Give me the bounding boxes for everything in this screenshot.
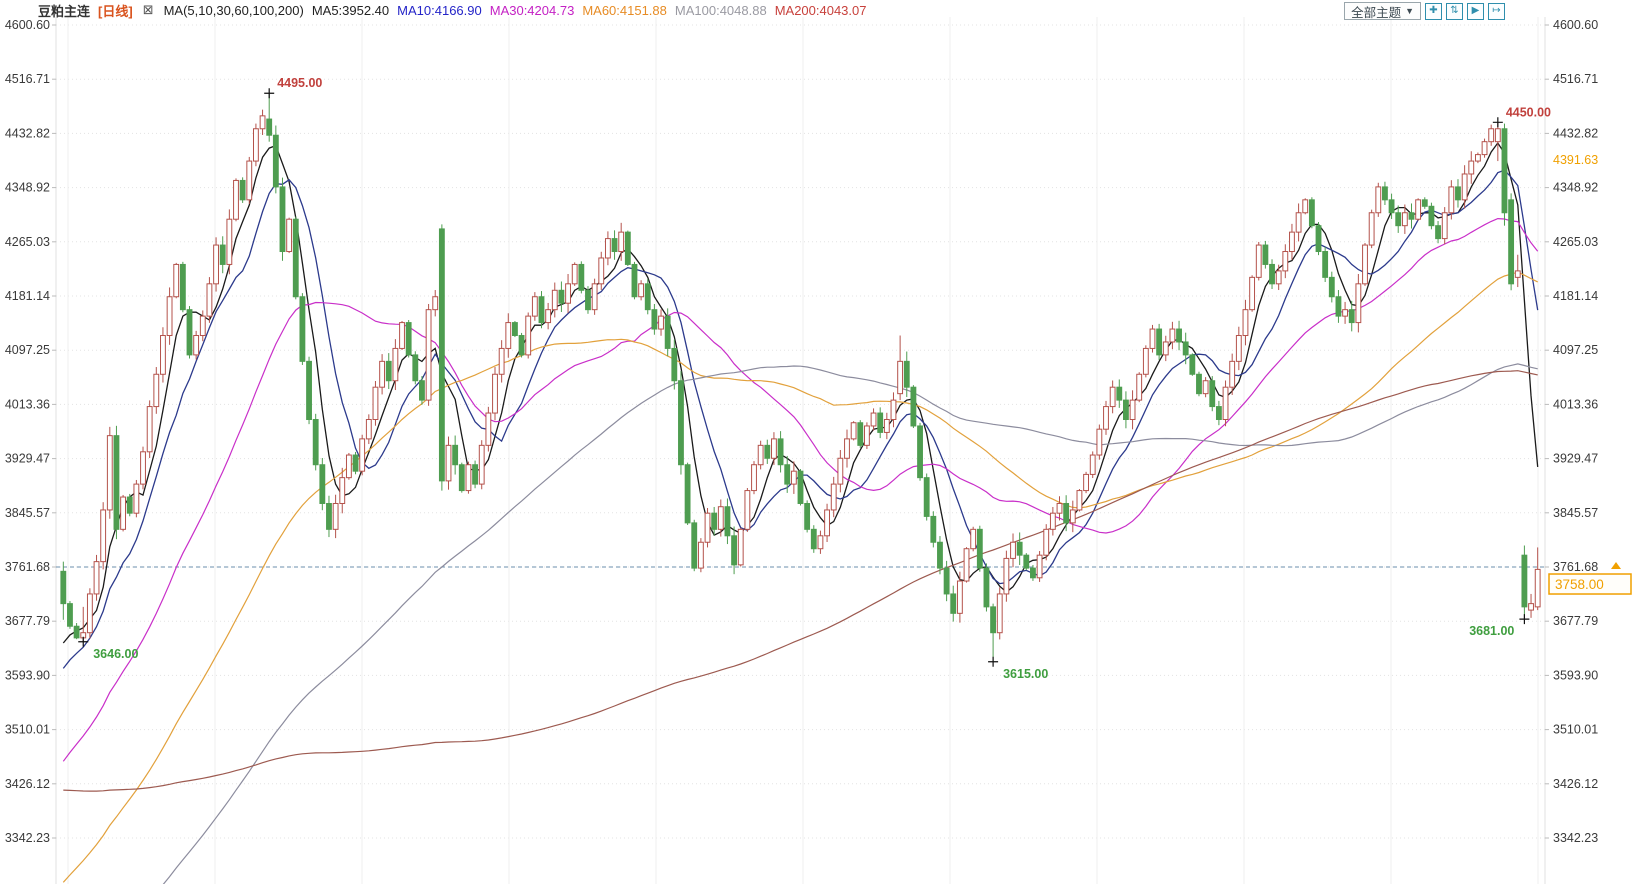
export-icon[interactable]: ↦: [1488, 2, 1505, 20]
y-axis-label-left: 3342.23: [5, 831, 50, 845]
ma10-value-label: MA10:4166.90: [397, 2, 482, 18]
indicator-settings-icon[interactable]: ⊠: [142, 2, 154, 17]
y-axis-label-right: 3593.90: [1553, 668, 1598, 682]
legend-bar: 豆粕主连 [日线] ⊠ MA(5,10,30,60,100,200) MA5:3…: [38, 1, 866, 19]
price-annotations: 4495.00 4450.00 3646.00 3615.00 3681.00: [78, 76, 1551, 681]
price-annotation-label: 4495.00: [277, 76, 322, 90]
price-annotation-label: 3646.00: [93, 647, 138, 661]
y-axis-label-left: 4432.82: [5, 126, 50, 140]
ma-lines: [62, 141, 1539, 884]
y-axis-label-right: 4600.60: [1553, 18, 1598, 32]
y-axis-label-left: 3677.79: [5, 614, 50, 628]
y-axis-label-left: 3426.12: [5, 777, 50, 791]
grid: [55, 17, 1546, 884]
ma60-value-label: MA60:4151.88: [582, 2, 667, 18]
ma200-value-label: MA200:4043.07: [774, 2, 867, 18]
period-label: [日线]: [98, 3, 133, 19]
instrument-title: 豆粕主连: [38, 3, 91, 19]
y-axis-label-right: 4348.92: [1553, 181, 1598, 195]
last-price-box: [1548, 573, 1632, 595]
chart-toolbar: 全部主题 ▼ ✚ ⇅ ▶ ↦: [1344, 2, 1505, 20]
y-axis-label-right: 3845.57: [1553, 506, 1598, 520]
ma5-value-label: MA5:3952.40: [311, 2, 390, 18]
ma-param-header: MA(5,10,30,60,100,200): [163, 2, 304, 18]
y-axis-label-left: 4097.25: [5, 343, 50, 357]
chevron-down-icon: ▼: [1405, 6, 1414, 16]
y-axis-label-left: 3929.47: [5, 452, 50, 466]
y-axis-label-left: 4348.92: [5, 181, 50, 195]
y-axis-label-left: 4516.71: [5, 72, 50, 86]
extreme-cross-marker: [264, 88, 275, 99]
y-axis-label-right: 4097.25: [1553, 343, 1598, 357]
ma30-value-label: MA30:4204.73: [489, 2, 575, 18]
y-axis-label-left: 4265.03: [5, 235, 50, 249]
theme-dropdown-label: 全部主题: [1351, 5, 1402, 20]
ma-line-ma100: [162, 363, 1538, 884]
ma100-value-label: MA100:4048.88: [674, 2, 767, 18]
y-axis-label-right: 3677.79: [1553, 614, 1598, 628]
y-axis-label-right: 4516.71: [1553, 72, 1598, 86]
axis-scale-icon[interactable]: ⇅: [1446, 2, 1463, 20]
y-axis-labels: 4600.60 4600.60 4516.71 4516.71 4432.82 4432.…: [5, 18, 1598, 845]
ma-line-ma200: [63, 370, 1538, 792]
price-up-arrow-icon: [1611, 562, 1621, 570]
y-axis-label-right: 4013.36: [1553, 397, 1598, 411]
price-annotation-label: 3615.00: [1003, 667, 1048, 681]
y-axis-label-right: 4432.82: [1553, 126, 1598, 140]
price-annotation-label: 4450.00: [1506, 105, 1551, 119]
crosshair-icon[interactable]: ✚: [1425, 2, 1442, 20]
play-forward-icon[interactable]: ▶: [1467, 2, 1484, 20]
y-axis-label-left: 4600.60: [5, 18, 50, 32]
candlestick-series: [60, 93, 1541, 662]
extreme-cross-marker: [1519, 614, 1530, 625]
ma-line-ma30: [62, 217, 1539, 762]
theme-dropdown[interactable]: 全部主题 ▼: [1344, 2, 1421, 20]
extreme-cross-marker: [988, 656, 999, 667]
y-axis-label-right: 3426.12: [1553, 777, 1598, 791]
y-axis-label-left: 3845.57: [5, 506, 50, 520]
y-axis-label-right: 3929.47: [1553, 452, 1598, 466]
y-axis-label-right: 3761.68: [1553, 560, 1598, 574]
y-axis-label-right: 4265.03: [1553, 235, 1598, 249]
ma-line-ma60: [62, 271, 1538, 883]
right-axis-extra-price-label: 4391.63: [1553, 153, 1598, 167]
y-axis-label-left: 3593.90: [5, 668, 50, 682]
extreme-cross-marker: [1492, 117, 1503, 128]
y-axis-label-left: 4013.36: [5, 397, 50, 411]
y-axis-label-right: 3342.23: [1553, 831, 1598, 845]
extreme-cross-marker: [78, 636, 89, 647]
y-axis-label-left: 3510.01: [5, 723, 50, 737]
last-price-value: 3758.00: [1555, 577, 1604, 592]
y-axis-label-right: 3510.01: [1553, 723, 1598, 737]
y-axis-label-left: 4181.14: [5, 289, 50, 303]
y-axis-label-right: 4181.14: [1553, 289, 1598, 303]
price-annotation-label: 3681.00: [1469, 624, 1514, 638]
y-axis-label-left: 3761.68: [5, 560, 50, 574]
